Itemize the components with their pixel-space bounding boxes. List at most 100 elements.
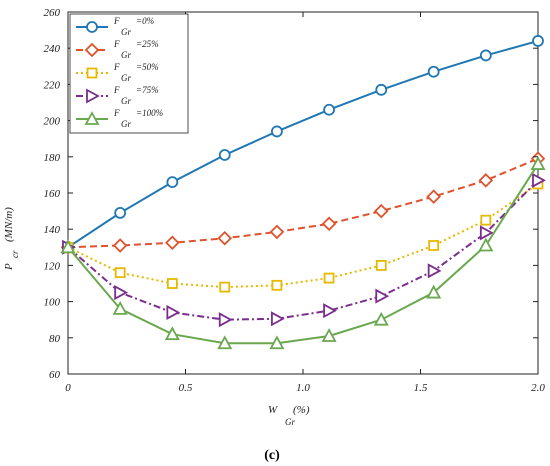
- x-axis-label-subscript: Gr: [285, 417, 295, 427]
- x-axis-label-symbol: W: [268, 404, 278, 416]
- legend-entry: FGr =0%: [76, 16, 154, 37]
- data-point: [60, 239, 76, 254]
- data-point: [373, 311, 389, 326]
- series-layer: [60, 35, 546, 350]
- y-axis-label-subscript: cr: [10, 250, 20, 258]
- data-point: [532, 35, 544, 47]
- legend-marker: [86, 88, 100, 104]
- data-point: [269, 335, 285, 350]
- series-1: [60, 151, 546, 255]
- series-line: [67, 183, 539, 289]
- data-point: [375, 83, 388, 96]
- legend-subscript: Gr: [121, 50, 131, 60]
- y-tick-label: 260: [44, 7, 61, 19]
- data-point: [427, 263, 442, 279]
- data-point: [166, 176, 179, 189]
- y-tick-label: 120: [44, 260, 61, 272]
- legend-subscript: Gr: [121, 73, 131, 83]
- data-point: [428, 240, 440, 251]
- data-point: [217, 230, 233, 246]
- data-point: [112, 238, 128, 253]
- data-point: [218, 312, 233, 328]
- data-point: [219, 281, 231, 293]
- legend-entry: FGr =25%: [76, 39, 159, 60]
- legend-entry: FGr =75%: [76, 85, 159, 106]
- data-point: [427, 65, 440, 78]
- x-tick-label: 1.5: [414, 382, 428, 394]
- legend-subscript: Gr: [121, 27, 131, 37]
- data-point: [217, 335, 233, 350]
- figure-caption: (c): [264, 448, 280, 463]
- data-point: [532, 172, 546, 188]
- data-point: [218, 149, 231, 161]
- x-tick-label: 2.0: [531, 382, 545, 394]
- data-point: [321, 216, 337, 232]
- data-point: [323, 303, 337, 319]
- series-line: [67, 163, 539, 345]
- data-point: [478, 237, 494, 252]
- legend-symbol: F: [113, 85, 120, 95]
- data-point: [112, 300, 128, 315]
- x-axis-label-unit: (%): [293, 404, 310, 416]
- legend-label: =100%: [136, 108, 163, 118]
- data-point: [166, 304, 181, 320]
- data-point: [164, 326, 180, 341]
- legend-label: =75%: [136, 85, 159, 95]
- legend-label: =0%: [136, 16, 154, 26]
- data-point: [479, 49, 492, 62]
- x-tick-label: 0.5: [179, 382, 193, 394]
- data-point: [321, 328, 337, 342]
- data-point: [480, 214, 492, 226]
- ticks-layer: 60 80 100 120 140 160 180 200 220 240 260 0 0.5 1.0 1.…: [44, 7, 546, 394]
- series-4: [60, 156, 546, 350]
- data-point: [426, 189, 441, 204]
- y-tick-label: 60: [49, 369, 61, 381]
- y-tick-label: 180: [44, 152, 61, 164]
- y-axis-label-symbol: P: [3, 263, 15, 271]
- data-point: [375, 259, 387, 271]
- y-tick-label: 220: [44, 79, 61, 91]
- y-tick-label: 100: [44, 297, 61, 309]
- legend-symbol: F: [113, 16, 120, 26]
- data-point: [478, 173, 494, 188]
- y-axis-label: P cr (MN/m): [3, 207, 20, 271]
- series-line: [67, 39, 539, 249]
- data-point: [426, 284, 442, 299]
- data-point: [271, 311, 285, 327]
- series-2: [62, 178, 544, 293]
- legend-subscript: Gr: [121, 119, 131, 129]
- legend-entry: FGr =100%: [76, 108, 163, 129]
- data-point: [114, 207, 127, 219]
- legend-symbol: F: [113, 62, 120, 72]
- series-line: [67, 179, 539, 321]
- series-3: [62, 172, 546, 328]
- legend-subscript: Gr: [121, 96, 131, 106]
- legend-symbol: F: [113, 39, 120, 49]
- data-point: [323, 272, 335, 284]
- legend-label: =50%: [136, 62, 159, 72]
- legend-marker: [84, 42, 100, 58]
- legend-marker: [84, 111, 100, 125]
- legend-label: =25%: [136, 39, 159, 49]
- data-point: [271, 125, 283, 138]
- data-point: [479, 225, 494, 241]
- legend-marker: [86, 67, 98, 79]
- data-point: [165, 235, 180, 251]
- data-point: [271, 279, 283, 291]
- legend: FGr=0%FGr=25%FGr=50%FGr=75%FGr=100%: [69, 13, 189, 134]
- legend-marker: [86, 21, 98, 33]
- y-tick-label: 80: [49, 333, 61, 345]
- data-point: [530, 156, 546, 170]
- y-tick-label: 240: [44, 43, 61, 55]
- y-tick-label: 160: [44, 188, 61, 200]
- x-tick-label: 0: [65, 382, 71, 394]
- y-tick-label: 140: [44, 224, 61, 236]
- y-tick-label: 200: [44, 116, 61, 128]
- x-tick-label: 1.0: [296, 382, 310, 394]
- data-point: [373, 203, 389, 219]
- data-point: [323, 103, 335, 116]
- data-point: [166, 278, 178, 289]
- series-line: [67, 157, 539, 249]
- y-axis-label-unit: (MN/m): [3, 207, 15, 242]
